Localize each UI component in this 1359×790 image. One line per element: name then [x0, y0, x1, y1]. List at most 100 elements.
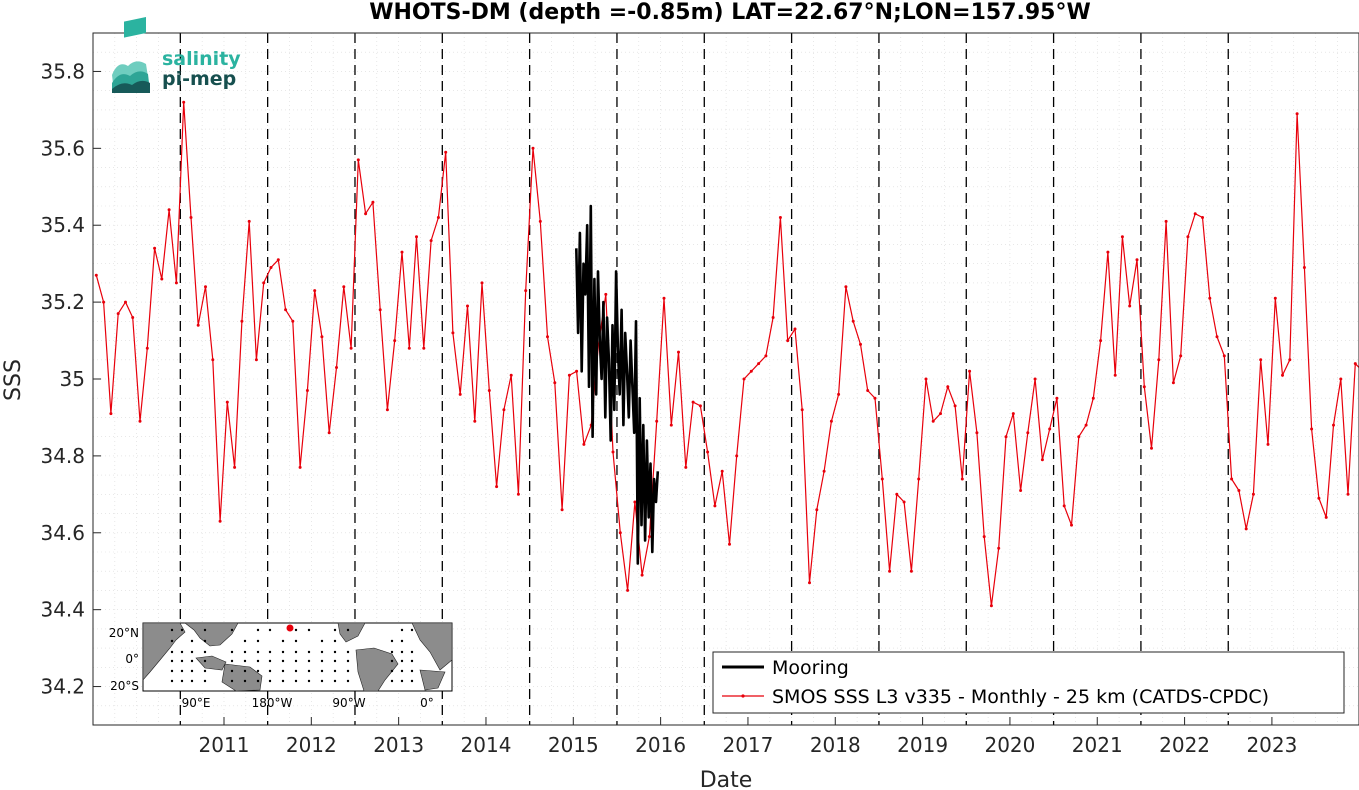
smos-point: [771, 316, 775, 319]
inset-buoy-dot: [230, 669, 234, 673]
inset-buoy-dot: [410, 669, 414, 673]
smos-point: [138, 419, 142, 423]
smos-point: [364, 212, 368, 216]
smos-point: [975, 431, 979, 435]
smos-point: [1186, 235, 1190, 239]
smos-point: [1033, 377, 1037, 381]
inset-buoy-dot: [180, 679, 184, 683]
inset-map-land: [142, 622, 453, 692]
smos-point: [473, 419, 477, 423]
inset-buoy-dot: [307, 659, 311, 663]
smos-point: [531, 146, 535, 150]
smos-point: [1332, 423, 1335, 427]
smos-point: [502, 408, 506, 412]
smos-point: [509, 373, 513, 377]
smos-point: [757, 362, 761, 366]
smos-point: [487, 389, 491, 392]
smos-point: [1011, 412, 1015, 416]
inset-buoy-dot: [320, 650, 324, 654]
inset-buoy-dot: [320, 679, 324, 683]
smos-point: [109, 412, 113, 416]
inset-buoy-dot: [346, 669, 350, 673]
smos-point: [859, 342, 862, 346]
mooring-line: [575, 204, 660, 565]
smos-point: [662, 296, 666, 300]
y-axis-label: SSS: [1, 359, 26, 401]
smos-point: [393, 339, 397, 343]
x-tick-label: 2021: [1072, 733, 1123, 757]
inset-buoy-dot: [390, 650, 394, 654]
smos-point: [167, 208, 171, 212]
inset-buoy-dot: [180, 659, 184, 663]
inset-buoy-dot: [230, 650, 234, 654]
smos-point: [1353, 362, 1357, 366]
smos-point: [1142, 385, 1146, 389]
legend-box: [712, 651, 1345, 714]
smos-point: [560, 508, 564, 512]
smos-point: [778, 216, 782, 219]
inset-buoy-dot: [230, 659, 234, 663]
smos-point: [1171, 381, 1175, 385]
inset-buoy-dot: [203, 679, 207, 683]
smos-point: [546, 335, 549, 339]
y-tick-label: 35: [60, 367, 85, 391]
inset-buoy-dot: [203, 628, 207, 632]
smos-point: [160, 277, 164, 281]
inset-buoy-dot: [256, 679, 260, 683]
inset-buoy-dot: [268, 669, 272, 673]
smos-point: [1230, 477, 1234, 481]
smos-point: [1062, 504, 1066, 508]
smos-point: [735, 454, 739, 458]
inset-buoy-dot: [333, 679, 337, 683]
smos-point: [611, 450, 615, 454]
smos-point: [378, 308, 382, 312]
smos-point: [713, 504, 717, 508]
smos-point: [458, 392, 462, 396]
smos-point: [1128, 304, 1132, 308]
smos-point: [196, 323, 200, 327]
legend-mooring-label: Mooring: [772, 657, 849, 679]
inset-buoy-dot: [243, 639, 247, 643]
inset-buoy-dot: [294, 628, 298, 632]
inset-buoy-dot: [400, 659, 404, 663]
inset-buoy-dot: [307, 650, 311, 654]
smos-point: [284, 308, 288, 312]
map-lat-tick-0: 0°: [125, 652, 139, 666]
inset-buoy-dot: [180, 669, 184, 673]
smos-point: [94, 273, 98, 277]
inset-buoy-dot: [400, 628, 404, 632]
smos-point: [1026, 431, 1030, 435]
smos-point: [1208, 296, 1212, 300]
smos-point: [342, 285, 346, 289]
smos-point: [131, 316, 135, 319]
inset-buoy-dot: [203, 659, 207, 663]
smos-point: [1222, 354, 1226, 358]
smos-point: [1004, 435, 1008, 439]
smos-point: [844, 285, 848, 289]
inset-buoy-dot: [410, 679, 414, 683]
x-tick-label: 2023: [1246, 733, 1297, 757]
inset-buoy-dot: [170, 679, 174, 683]
smos-point: [553, 381, 557, 385]
y-tick-label: 34.8: [40, 444, 85, 468]
smos-point: [1113, 373, 1117, 377]
inset-buoy-dot: [268, 650, 272, 654]
map-lon-tick-90w: 90°W: [332, 696, 365, 710]
smos-point: [225, 400, 229, 404]
y-tick-label: 35.8: [40, 59, 85, 83]
x-tick-label: 2020: [984, 733, 1035, 757]
smos-point: [400, 250, 404, 254]
smos-point: [982, 535, 986, 539]
smos-point: [669, 423, 673, 427]
smos-point: [1317, 496, 1321, 500]
smos-point: [604, 292, 608, 296]
smos-point: [626, 588, 630, 592]
inset-buoy-dot: [346, 650, 350, 654]
smos-point: [1346, 492, 1350, 496]
smos-point: [1106, 250, 1110, 254]
smos-point: [233, 465, 237, 469]
inset-buoy-dot: [268, 679, 272, 683]
smos-point: [655, 419, 659, 423]
smos-point: [305, 389, 309, 392]
inset-buoy-dot: [400, 679, 404, 683]
